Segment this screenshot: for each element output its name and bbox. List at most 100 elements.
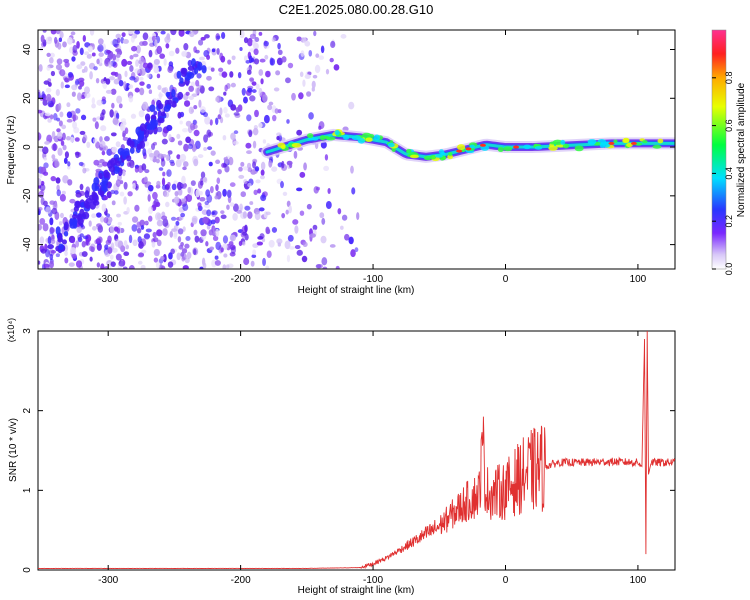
spectrogram-noise-cell — [59, 31, 64, 39]
spectrogram-noise-cell — [111, 200, 116, 206]
spectrogram-noise-cell — [129, 76, 136, 81]
spectrogram-x-tick-label: 100 — [630, 274, 647, 285]
spectrogram-noise-cell — [209, 246, 215, 251]
spectrogram-noise-cell — [171, 228, 178, 232]
spectrogram-noise-cell — [96, 58, 100, 65]
spectrogram-noise-cell — [265, 70, 271, 78]
spectrogram-trace-cell — [191, 58, 196, 67]
spectrogram-noise-cell — [288, 205, 292, 214]
spectrogram-noise-cell — [159, 53, 166, 59]
spectrogram-noise-cell — [250, 260, 255, 267]
spectrogram-noise-cell — [60, 81, 64, 89]
spectrogram-noise-cell — [105, 78, 111, 85]
spectrogram-noise-cell — [252, 243, 259, 248]
spectrogram-noise-cell — [312, 224, 318, 231]
spectrogram-trace-cell — [83, 200, 89, 209]
spectrogram-noise-cell — [306, 91, 312, 97]
spectrogram-signal-cell — [613, 139, 618, 143]
spectrogram-noise-cell — [197, 84, 202, 89]
spectrogram-signal-cell — [387, 142, 395, 148]
spectrogram-noise-cell — [118, 260, 125, 267]
spectrogram-noise-cell — [111, 102, 115, 109]
spectrogram-noise-cell — [129, 65, 134, 73]
spectrogram-noise-cell — [100, 125, 107, 132]
spectrogram-trace-cell — [101, 176, 109, 185]
spectrogram-noise-cell — [95, 238, 101, 245]
spectrogram-noise-cell — [123, 251, 130, 257]
spectrogram-noise-cell — [330, 40, 336, 49]
spectrogram-trace-cell — [63, 221, 69, 231]
spectrogram-noise-cell — [50, 176, 57, 182]
spectrogram-noise-cell — [162, 218, 169, 227]
colorbar — [711, 29, 727, 270]
spectrogram-noise-cell — [155, 261, 161, 269]
spectrogram-noise-cell — [110, 261, 116, 267]
spectrogram-noise-cell — [169, 230, 174, 238]
spectrogram-trace-cell — [167, 99, 173, 105]
spectrogram-noise-cell — [49, 253, 54, 261]
spectrogram-noise-cell — [208, 161, 213, 167]
spectrogram-noise-cell — [341, 214, 348, 221]
spectrogram-noise-cell — [181, 51, 187, 57]
spectrogram-noise-cell — [66, 118, 73, 123]
spectrogram-noise-cell — [253, 48, 259, 56]
spectrogram-noise-cell — [112, 53, 117, 61]
spectrogram-noise-cell — [315, 53, 320, 58]
spectrogram-noise-cell — [200, 171, 206, 179]
spectrogram-noise-cell — [210, 67, 215, 72]
spectrogram-noise-cell — [195, 87, 200, 95]
spectrogram-noise-cell — [216, 47, 220, 55]
spectrogram-noise-cell — [285, 209, 289, 215]
spectrogram-noise-cell — [73, 126, 80, 134]
spectrogram-noise-cell — [329, 57, 334, 63]
spectrogram-noise-cell — [41, 91, 45, 100]
spectrogram-noise-cell — [180, 182, 188, 188]
spectrogram-noise-cell — [317, 264, 323, 269]
spectrogram-noise-cell — [215, 159, 221, 164]
spectrogram-noise-cell — [239, 203, 243, 211]
spectrogram-noise-cell — [101, 109, 106, 116]
spectrogram-noise-cell — [89, 30, 95, 36]
spectrogram-noise-cell — [308, 112, 314, 120]
spectrogram-noise-cell — [183, 161, 189, 168]
spectrogram-noise-cell — [242, 211, 247, 219]
spectrogram-noise-cell — [325, 68, 330, 75]
spectrogram-noise-cell — [260, 169, 265, 176]
spectrogram-noise-cell — [53, 113, 58, 121]
spectrogram-noise-cell — [335, 265, 340, 269]
spectrogram-noise-cell — [38, 89, 41, 96]
spectrogram-noise-cell — [134, 68, 141, 74]
spectrogram-noise-cell — [190, 109, 194, 113]
spectrogram-noise-cell — [43, 162, 49, 169]
spectrogram-noise-cell — [175, 159, 182, 168]
spectrogram-noise-cell — [122, 137, 129, 141]
spectrogram-noise-cell — [249, 95, 256, 102]
spectrogram-noise-cell — [110, 132, 117, 137]
spectrogram-noise-cell — [110, 88, 117, 95]
spectrogram-noise-cell — [222, 235, 229, 244]
spectrogram-noise-cell — [220, 214, 227, 220]
spectrogram-noise-cell — [59, 111, 64, 118]
spectrogram-noise-cell — [112, 117, 119, 125]
spectrogram-noise-cell — [257, 236, 264, 240]
spectrogram-noise-cell — [63, 157, 68, 165]
spectrogram-noise-cell — [177, 140, 183, 146]
spectrogram-trace-cell — [149, 104, 156, 112]
spectrogram-noise-cell — [158, 167, 164, 171]
spectrogram-noise-cell — [160, 153, 167, 158]
spectrogram-noise-cell — [191, 217, 198, 225]
spectrogram-noise-cell — [147, 194, 151, 202]
spectrogram-noise-cell — [206, 54, 211, 60]
spectrogram-noise-cell — [299, 71, 304, 77]
spectrogram-noise-cell — [252, 161, 257, 169]
spectrogram-noise-cell — [75, 108, 81, 114]
spectrogram-signal-cell — [410, 154, 419, 159]
spectrogram-noise-cell — [148, 206, 154, 214]
spectrogram-noise-cell — [57, 42, 62, 50]
spectrogram-noise-cell — [247, 37, 253, 47]
spectrogram-trace-cell — [93, 177, 100, 186]
spectrogram-noise-cell — [161, 138, 168, 145]
spectrogram-y-tick-label: -20 — [22, 188, 33, 203]
spectrogram-noise-cell — [88, 245, 94, 252]
spectrogram-noise-cell — [40, 34, 45, 43]
